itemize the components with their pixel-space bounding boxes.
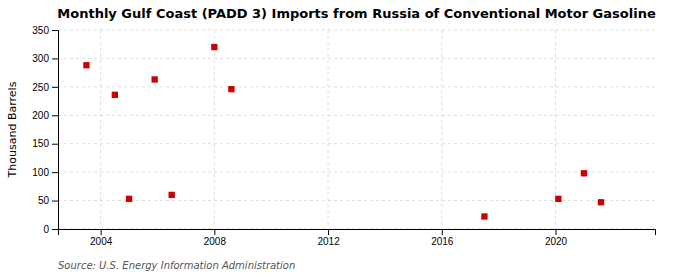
tick-mark bbox=[52, 115, 58, 116]
tick: 250 bbox=[32, 82, 58, 93]
point bbox=[598, 199, 604, 205]
grid-line bbox=[58, 86, 655, 87]
tick-label: 2016 bbox=[431, 236, 454, 247]
tick-mark bbox=[556, 229, 557, 235]
point bbox=[555, 196, 561, 202]
tick: 100 bbox=[32, 167, 58, 178]
tick: 0 bbox=[43, 224, 58, 235]
axis-line bbox=[52, 31, 59, 230]
points bbox=[83, 44, 604, 220]
tick: 200 bbox=[32, 110, 58, 121]
grid-line bbox=[58, 30, 655, 31]
tick-mark bbox=[214, 229, 215, 235]
tick-label: 0 bbox=[43, 224, 49, 235]
y-axis-title: Thousand Barrels bbox=[6, 81, 19, 178]
point bbox=[151, 76, 157, 82]
tick-mark bbox=[52, 229, 58, 230]
point bbox=[112, 92, 118, 98]
grid-line bbox=[441, 30, 442, 229]
grid-line bbox=[100, 30, 101, 229]
grid-line bbox=[58, 58, 655, 59]
tick-label: 2020 bbox=[545, 236, 568, 247]
point bbox=[126, 196, 132, 202]
point bbox=[211, 44, 217, 50]
tick: 2004 bbox=[90, 229, 113, 247]
point bbox=[83, 62, 89, 68]
point bbox=[481, 213, 487, 219]
tick: 2016 bbox=[431, 229, 454, 247]
tick-label: 300 bbox=[32, 53, 49, 64]
tick: 50 bbox=[38, 195, 58, 206]
annotation: Source: U.S. Energy Information Administ… bbox=[58, 260, 295, 271]
tick-label: 150 bbox=[32, 138, 49, 149]
tick-mark bbox=[52, 87, 58, 88]
tick-label: 200 bbox=[32, 110, 49, 121]
tick: 150 bbox=[32, 138, 58, 149]
axis-line bbox=[59, 230, 656, 236]
grid-line bbox=[214, 30, 215, 229]
grid-line bbox=[58, 143, 655, 144]
tick-label: 250 bbox=[32, 82, 49, 93]
tick: 300 bbox=[32, 53, 58, 64]
tick-mark bbox=[52, 144, 58, 145]
y-axis: 0 50 100 150 200 250 300 350 bbox=[32, 25, 58, 235]
tick: 2020 bbox=[545, 229, 568, 247]
tick-label: 2012 bbox=[317, 236, 340, 247]
grid-line bbox=[328, 30, 329, 229]
tick-label: 100 bbox=[32, 167, 49, 178]
tick-label: 2008 bbox=[204, 236, 227, 247]
title: Monthly Gulf Coast (PADD 3) Imports from… bbox=[57, 6, 656, 21]
grid bbox=[58, 30, 655, 229]
point bbox=[228, 86, 234, 92]
grid-line bbox=[58, 200, 655, 201]
grid-line bbox=[58, 115, 655, 116]
tick-mark bbox=[52, 201, 58, 202]
point bbox=[169, 192, 175, 198]
tick-label: 50 bbox=[38, 195, 50, 206]
tick-label: 2004 bbox=[90, 236, 113, 247]
tick-mark bbox=[52, 172, 58, 173]
tick-mark bbox=[328, 229, 329, 235]
tick-mark bbox=[52, 30, 58, 31]
plot: 2004 2008 2012 2016 2020 0 50 100 150 200 250 300 35… bbox=[32, 25, 655, 247]
tick-mark bbox=[442, 229, 443, 235]
chart: 2004 2008 2012 2016 2020 0 50 100 150 200 250 300 35… bbox=[0, 0, 675, 275]
grid-line bbox=[58, 172, 655, 173]
tick-mark bbox=[52, 58, 58, 59]
tick: 350 bbox=[32, 25, 58, 36]
tick: 2008 bbox=[204, 229, 227, 247]
tick-mark bbox=[101, 229, 102, 235]
tick-label: 350 bbox=[32, 25, 49, 36]
point bbox=[581, 170, 587, 176]
tick: 2012 bbox=[317, 229, 340, 247]
x-axis: 2004 2008 2012 2016 2020 bbox=[59, 229, 656, 247]
